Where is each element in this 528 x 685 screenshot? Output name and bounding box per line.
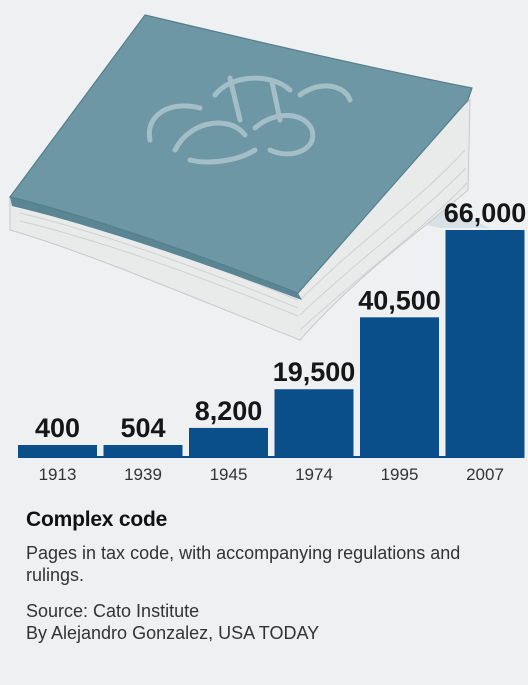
bar-1974 <box>274 389 354 456</box>
bar-value-label: 400 <box>35 413 80 443</box>
x-tick-label: 1974 <box>295 465 333 484</box>
bar-1913 <box>18 445 97 456</box>
byline-credit: By Alejandro Gonzalez, USA TODAY <box>26 623 320 643</box>
bar-2007 <box>445 230 525 456</box>
x-tick-label: 1913 <box>39 465 77 484</box>
bar-value-label: 40,500 <box>358 285 441 315</box>
bar-1995 <box>360 317 439 456</box>
bar-value-label: 66,000 <box>444 198 527 228</box>
bar-value-label: 8,200 <box>195 396 263 426</box>
source-credit: Source: Cato Institute <box>26 601 200 621</box>
bar-chart: 400 1913 504 1939 8,200 1945 19,500 1974 40,500 1… <box>8 14 526 484</box>
x-tick-label: 2007 <box>466 465 504 484</box>
bar-value-label: 504 <box>120 413 165 443</box>
x-tick-label: 1939 <box>124 465 162 484</box>
chart-title: Complex code <box>26 508 168 531</box>
x-tick-label: 1945 <box>210 465 248 484</box>
bar-value-label: 19,500 <box>273 357 356 387</box>
bar-1945 <box>189 427 268 456</box>
chart-subtitle: Pages in tax code, with accompanying reg… <box>26 543 461 585</box>
bars-layer: 400 1913 504 1939 8,200 1945 19,500 1974 40,500 1… <box>18 198 526 484</box>
caption: Complex code Pages in tax code, with acc… <box>26 508 506 644</box>
bar-1939 <box>103 445 183 456</box>
book-icon <box>8 14 490 341</box>
x-tick-label: 1995 <box>381 465 419 484</box>
